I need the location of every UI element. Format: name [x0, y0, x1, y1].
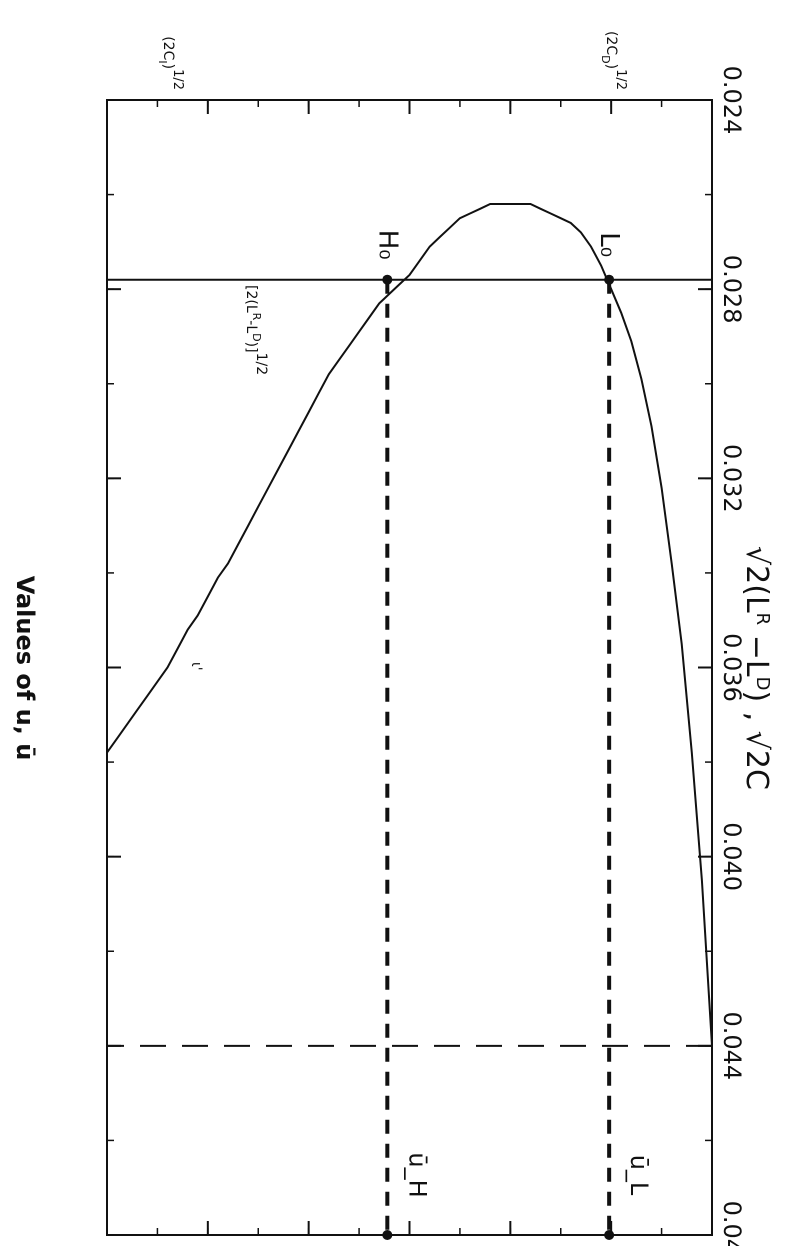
lines-layer [106, 203, 713, 1047]
value-tick-label: 0.028 [718, 255, 746, 324]
hline-d-label: (2CD)1/2 [599, 31, 628, 90]
axis-point-marker [382, 1230, 393, 1240]
points-layer: L₀ ū_L H₀ ū_H [372, 230, 653, 1240]
curve-label: [2(LR-LD)]1/2 [243, 285, 269, 375]
axis-point-marker [604, 1230, 615, 1240]
drop-label: ū_L [625, 1155, 653, 1196]
point-label: L₀ [594, 232, 624, 257]
value-tick-label: 0.032 [718, 444, 746, 513]
u-tick-label: 0.00 [383, 1242, 436, 1246]
point-label: H₀ [372, 230, 402, 260]
value-tick-label: 0.036 [718, 633, 746, 702]
u-tick-label: 0.03 [80, 1242, 133, 1246]
u-tick-label: −0.01 [474, 1242, 548, 1246]
value-tick-label: 0.044 [718, 1011, 746, 1080]
value-tick-label: 0.040 [718, 822, 746, 891]
point-marker [382, 274, 393, 285]
hline-i-label: (2CI)1/2 [156, 36, 185, 90]
x-axis-title: Values of u, ū [11, 576, 39, 761]
point-marker [604, 274, 615, 285]
stray-mark: ι' [188, 662, 204, 671]
curve-series-line [106, 203, 713, 1046]
ticks-layer: −0.03 −0.02 −0.01 0.00 0.01 0.02 0.03 0.024 0.02… [80, 66, 748, 1246]
y-axis-title: √2(LR −LD) , √2C [739, 546, 774, 790]
u-tick-label: 0.02 [181, 1242, 234, 1246]
u-tick-label: −0.02 [574, 1242, 648, 1246]
u-tick-label: 0.01 [282, 1242, 335, 1246]
value-tick-label: 0.024 [718, 66, 746, 135]
u-tick-label: −0.03 [675, 1242, 749, 1246]
drop-label: ū_H [403, 1152, 431, 1197]
value-tick-label: 0.048 [718, 1201, 746, 1246]
